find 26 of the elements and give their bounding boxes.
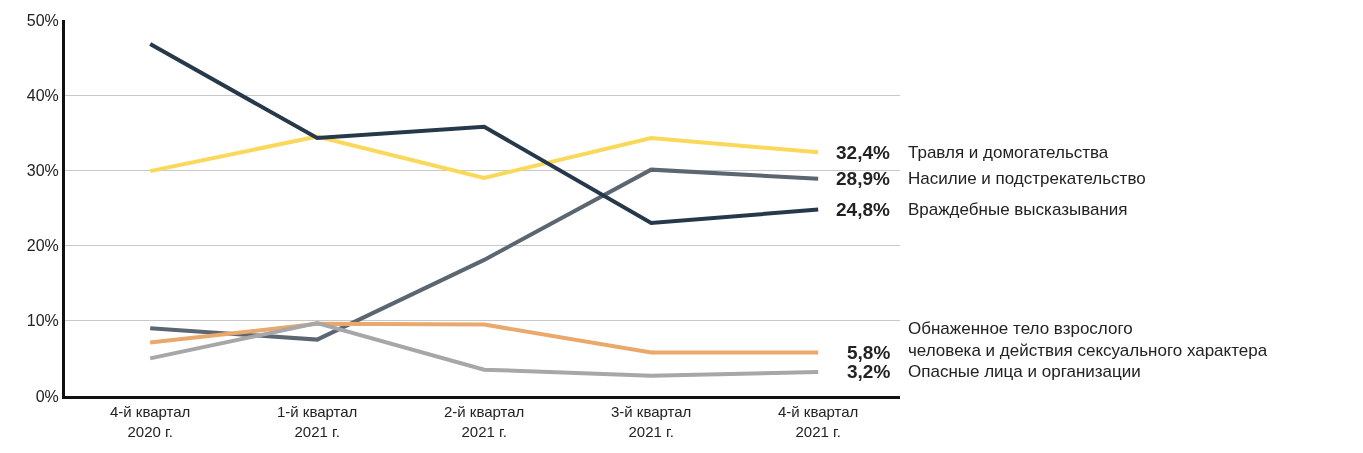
y-tick-label: 30%: [26, 162, 59, 179]
y-tick-label: 0%: [35, 387, 59, 405]
line-series: [148, 42, 821, 226]
x-tick-label: 4-й квартал 2020 г.: [109, 403, 191, 440]
data-label: 3,2%: [847, 361, 891, 382]
line-series: [148, 167, 821, 342]
text: Опасные лица и организации: [908, 362, 1141, 381]
data-label: 24,8%: [836, 199, 890, 220]
text: Враждебные высказывания: [908, 200, 1128, 219]
x-tick-label: 4-й квартал 2021 г.: [777, 403, 859, 440]
data-label: 32,4%: [836, 142, 890, 163]
line-series: [148, 134, 821, 180]
line-series: [148, 321, 821, 355]
text: Обнаженное тело взрослого человека и действия сексуального характера: [908, 319, 1268, 361]
data-label: 28,9%: [836, 168, 890, 189]
y-tick-label: 40%: [26, 86, 59, 104]
line-series: [148, 321, 821, 378]
x-tick-label: 2-й квартал 2021 г.: [443, 403, 525, 440]
y-tick-label: 20%: [26, 237, 59, 255]
text: Насилие и подстрекательство: [908, 169, 1146, 188]
x-tick-label: 3-й квартал 2021 г.: [610, 403, 692, 440]
text: Травля и домогательства: [908, 143, 1109, 162]
y-tick-label: 10%: [26, 312, 59, 330]
y-tick-label: 50%: [26, 11, 59, 29]
data-label: 5,8%: [847, 342, 891, 363]
x-tick-label: 1-й квартал 2021 г.: [276, 403, 358, 440]
